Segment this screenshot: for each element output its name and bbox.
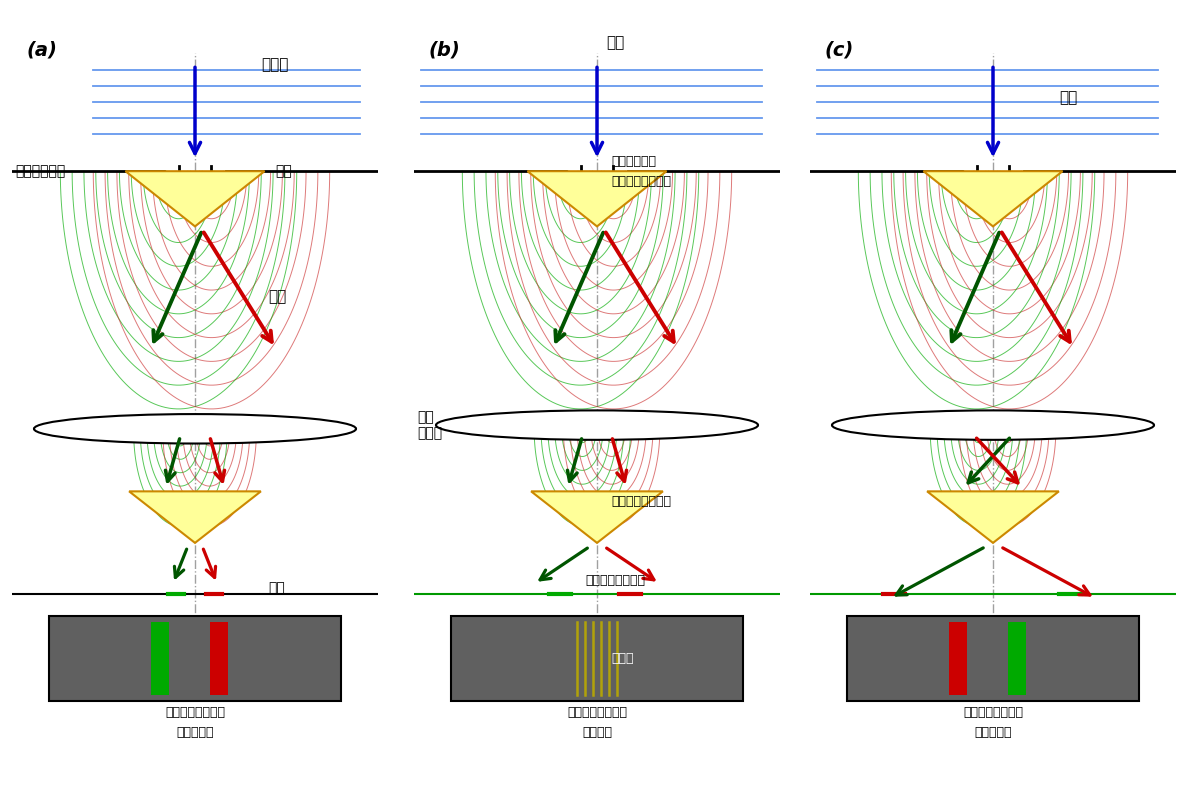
- Text: 上部バイプリズム: 上部バイプリズム: [612, 175, 672, 188]
- Text: 前干渉条件: 前干渉条件: [176, 726, 214, 738]
- Text: 波面: 波面: [269, 289, 287, 304]
- Text: (c): (c): [824, 40, 854, 59]
- Text: 波面: 波面: [1058, 90, 1078, 105]
- Bar: [949, 622, 967, 695]
- Text: 後干渉条件: 後干渉条件: [974, 726, 1012, 738]
- Text: 二重スリットの像: 二重スリットの像: [166, 706, 226, 718]
- Polygon shape: [532, 491, 662, 543]
- Bar: [847, 617, 1140, 701]
- Polygon shape: [528, 171, 666, 226]
- Bar: [210, 622, 228, 695]
- Polygon shape: [928, 491, 1058, 543]
- Polygon shape: [130, 491, 260, 543]
- Text: 二重スリット: 二重スリット: [612, 154, 656, 167]
- Text: 二重スリットの像: 二重スリットの像: [964, 706, 1022, 718]
- Text: (a): (a): [26, 40, 58, 59]
- Text: 対物
レンズ: 対物 レンズ: [418, 410, 443, 440]
- Bar: [450, 617, 743, 701]
- Ellipse shape: [832, 410, 1154, 440]
- Text: 光軸: 光軸: [606, 35, 624, 50]
- Text: (b): (b): [428, 40, 461, 59]
- Text: 二重スリットの像: 二重スリットの像: [586, 574, 646, 587]
- Polygon shape: [126, 171, 264, 226]
- Ellipse shape: [34, 414, 356, 443]
- Text: 干渉条件: 干渉条件: [582, 726, 612, 738]
- Text: 下部バイプリズム: 下部バイプリズム: [612, 495, 672, 508]
- Text: 二重スリット: 二重スリット: [16, 164, 66, 178]
- Text: 二重スリットの像: 二重スリットの像: [566, 706, 626, 718]
- Text: 像面: 像面: [269, 582, 284, 595]
- Bar: [48, 617, 342, 701]
- Text: 入射波: 入射波: [260, 57, 288, 72]
- Text: 干渉縞: 干渉縞: [612, 652, 634, 665]
- Bar: [1008, 622, 1026, 695]
- Text: 物面: 物面: [276, 164, 293, 178]
- Bar: [151, 622, 169, 695]
- Polygon shape: [924, 171, 1062, 226]
- Ellipse shape: [436, 410, 758, 440]
